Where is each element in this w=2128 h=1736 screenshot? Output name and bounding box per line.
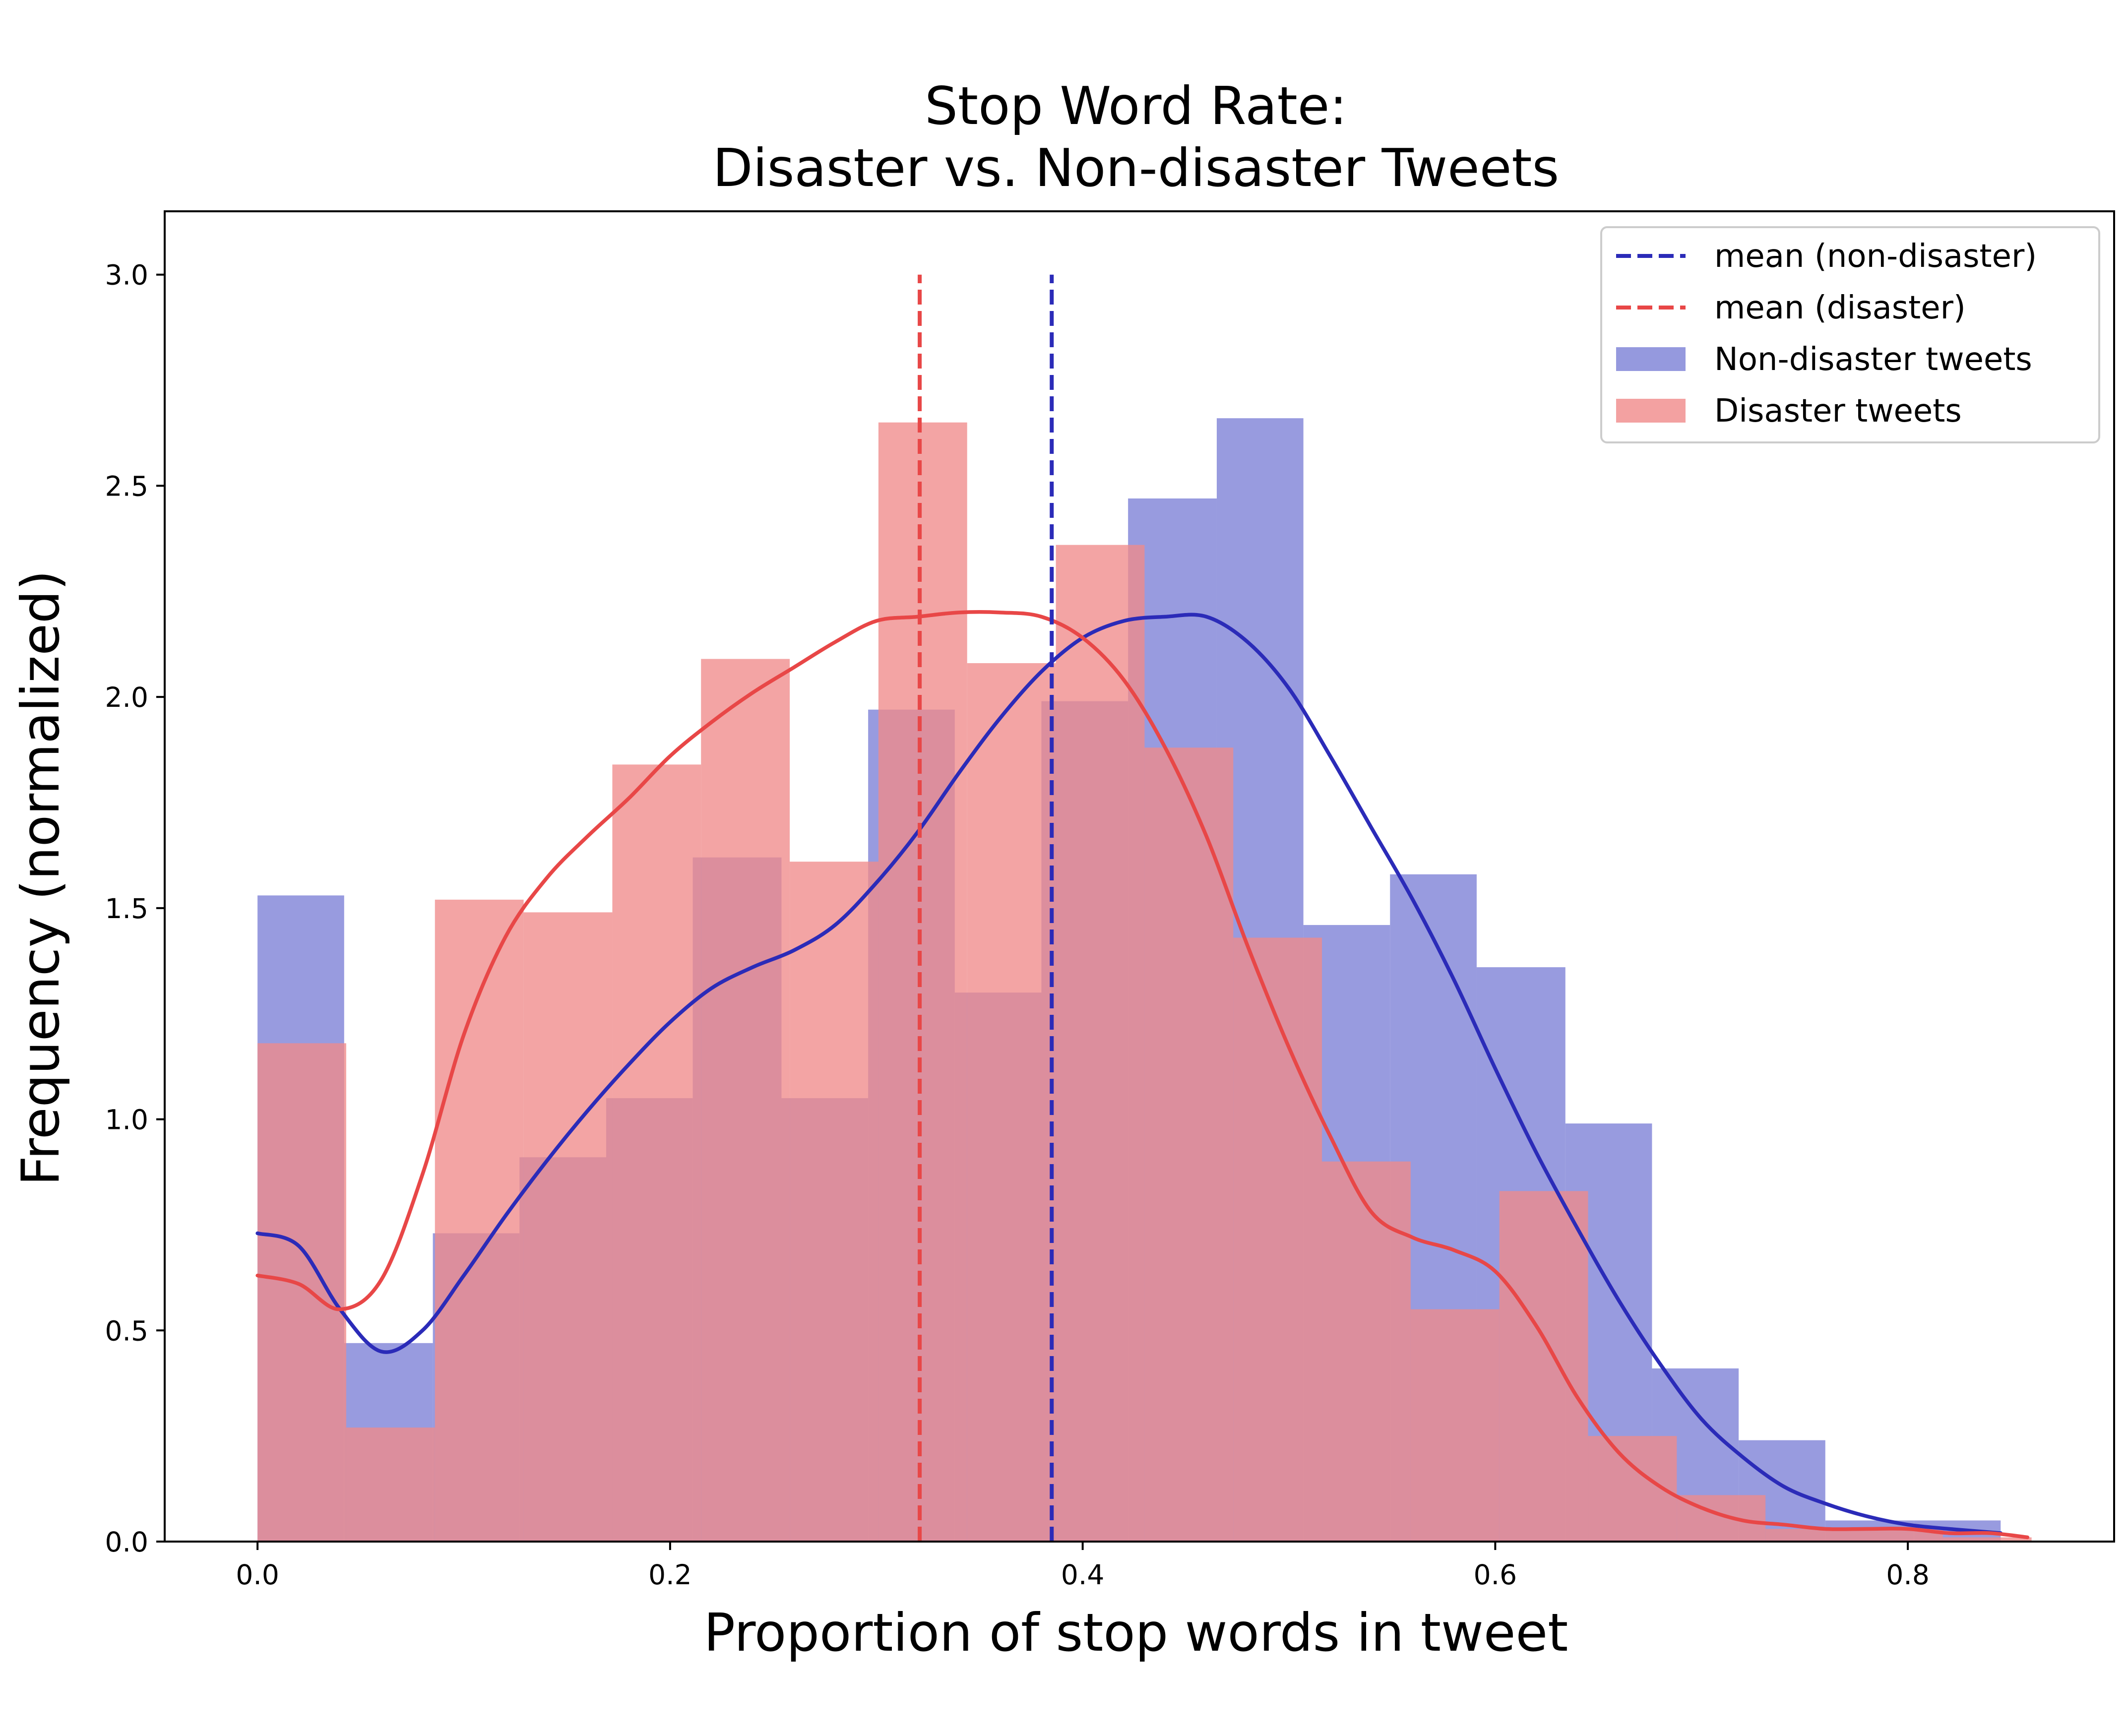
chart-title-line-1: Stop Word Rate: [925, 76, 1347, 136]
axes-frame [164, 210, 2115, 1543]
legend-swatch [1616, 347, 1686, 371]
plot-area [255, 418, 2032, 1542]
disaster-tweets-bar-14 [1499, 1191, 1588, 1542]
y-tick-label: 3.0 [105, 259, 148, 291]
y-axis-title: Frequency (normalized) [10, 570, 71, 1185]
x-tick-label: 0.8 [1886, 1559, 1929, 1591]
y-tick-label: 0.5 [105, 1315, 148, 1347]
y-tick-label: 1.0 [105, 1104, 148, 1136]
disaster-tweets-bar-2 [435, 899, 524, 1542]
chart-title-line-2: Disaster vs. Non-disaster Tweets [713, 138, 1560, 198]
kde-disaster-curve [255, 610, 2030, 1540]
y-tick-label: 2.0 [105, 682, 148, 713]
y-tick-label: 0.0 [105, 1526, 148, 1558]
disaster-tweets-bar-0 [257, 1043, 346, 1542]
legend-label: mean (non-disaster) [1714, 238, 2037, 275]
x-tick-label: 0.6 [1474, 1559, 1517, 1591]
disaster-tweets-bar-10 [1144, 747, 1234, 1542]
legend-label: Non-disaster tweets [1714, 341, 2032, 378]
disaster-tweets-bar-9 [1056, 545, 1145, 1542]
disaster-tweets-bar-8 [967, 663, 1056, 1542]
disaster-tweets-bar-13 [1410, 1309, 1500, 1542]
disaster-tweets-bar-19 [1942, 1537, 2032, 1542]
disaster-tweets-histogram [257, 422, 2032, 1542]
x-tick-label: 0.4 [1061, 1559, 1104, 1591]
disaster-tweets-bar-7 [878, 422, 967, 1542]
disaster-tweets-bar-12 [1322, 1161, 1411, 1542]
legend: mean (non-disaster) mean (disaster) Non-di… [1600, 226, 2100, 443]
disaster-tweets-bar-1 [346, 1427, 435, 1542]
legend-box [1600, 226, 2100, 443]
disaster-tweets-bar-3 [523, 912, 613, 1542]
y-tick-label: 1.5 [105, 893, 148, 925]
axes: 0.0 0.2 0.4 0.6 0.8 0.0 0.5 1.0 1.5 2.0 2.5 3.0 [105, 210, 2115, 1591]
mean-lines [918, 274, 1054, 1542]
disaster-tweets-bar-5 [701, 659, 790, 1542]
disaster-tweets-bar-11 [1233, 937, 1322, 1542]
x-axis-title: Proportion of stop words in tweet [704, 1603, 1568, 1663]
legend-swatch [1616, 399, 1686, 423]
legend-label: Disaster tweets [1714, 393, 1962, 430]
x-tick-label: 0.2 [648, 1559, 691, 1591]
legend-label: mean (disaster) [1714, 290, 1966, 326]
kde-non-disaster-curve [255, 613, 2003, 1535]
disaster-tweets-bar-4 [612, 764, 701, 1542]
x-tick-label: 0.0 [236, 1559, 279, 1591]
disaster-tweets-bar-6 [790, 862, 878, 1542]
y-tick-label: 2.5 [105, 470, 148, 502]
